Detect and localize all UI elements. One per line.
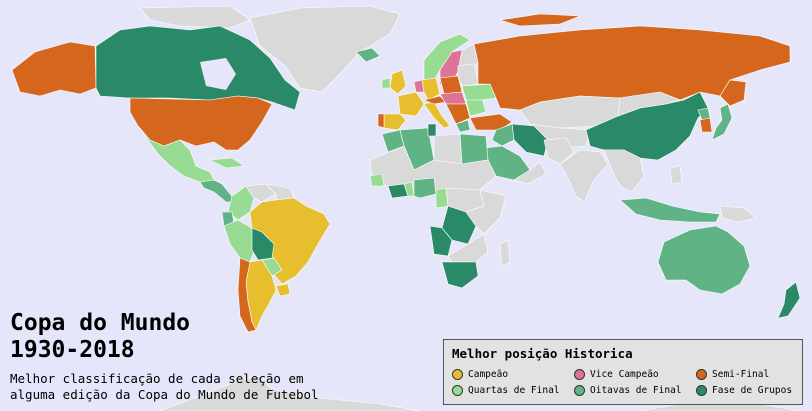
region-tunisia [427,123,437,137]
legend-swatch-vice-campeao [574,368,585,380]
region-arctic-islands-west [139,5,251,29]
region-mongolia [617,91,681,117]
region-cuba [208,157,245,169]
region-uk [389,69,407,95]
region-france [397,91,425,117]
title-line-2: 1930-2018 [10,337,135,363]
title-block: Copa do Mundo 1930-2018 [10,310,190,364]
region-hudson-bay [200,58,236,90]
region-australia [657,225,751,295]
legend: Melhor posição Historica Campeão Vice Ca… [443,339,803,405]
region-mexico [137,125,215,183]
region-south-africa [441,261,479,289]
region-baltics-belarus [457,63,479,87]
legend-item-semi-final: Semi-Final [696,367,769,381]
region-poland [439,75,463,95]
legend-label-campeao: Campeão [468,368,509,380]
legend-label-semi-final: Semi-Final [712,368,770,380]
region-egypt [459,133,489,165]
region-japan [711,103,733,141]
legend-swatch-fase-de-grupos [696,384,707,396]
legend-item-fase-de-grupos: Fase de Grupos [696,383,792,397]
subtitle-line-2: alguma edição da Copa do Mundo de Futebo… [10,387,319,402]
region-southeast-asia [603,149,645,193]
region-chile [237,257,257,333]
region-peru [223,219,257,263]
region-india [559,149,609,203]
legend-label-vice-campeao: Vice Campeão [590,368,659,380]
region-nigeria [413,177,437,199]
region-uruguay [275,283,291,297]
region-greece [455,119,471,133]
legend-swatch-oitavas-de-final [574,384,585,396]
region-venezuela [245,183,277,203]
region-ukraine [461,83,497,101]
region-iceland [355,47,381,63]
subtitle: Melhor classificação de cada seleção em … [10,371,319,403]
legend-swatch-quartas-de-final [452,384,463,396]
region-philippines [669,165,683,185]
region-libya [433,133,463,165]
legend-label-fase-de-grupos: Fase de Grupos [712,384,793,396]
region-new-guinea [719,205,757,223]
region-bolivia [251,227,275,261]
legend-title: Melhor posição Historica [452,346,633,361]
region-russia [473,25,791,111]
legend-label-oitavas-de-final: Oitavas de Final [590,384,682,396]
region-arctic-islands-east [499,13,581,27]
region-portugal [377,113,385,129]
region-madagascar [499,239,511,267]
region-pakistan-afghanistan [543,137,575,165]
legend-swatch-campeao [452,368,463,380]
region-senegal [369,173,385,187]
subtitle-line-1: Melhor classificação de cada seleção em [10,371,304,386]
legend-label-quartas-de-final: Quartas de Final [468,384,560,396]
legend-item-vice-campeao: Vice Campeão [574,367,659,381]
region-new-zealand [777,281,801,319]
legend-item-oitavas-de-final: Oitavas de Final [574,383,682,397]
region-east-africa [465,189,507,235]
region-south-korea [699,117,713,133]
region-iraq-syria [491,123,515,147]
region-greenland [249,5,401,93]
legend-item-quartas-de-final: Quartas de Final [452,383,560,397]
title-line-1: Copa do Mundo [10,310,191,336]
region-alaska [11,41,97,97]
region-ireland [381,77,391,89]
region-germany [421,77,441,101]
region-yemen-oman [513,161,547,185]
legend-swatch-semi-final [696,368,707,380]
legend-item-campeao: Campeão [452,367,508,381]
region-antarctica [159,375,421,411]
region-angola [429,225,453,257]
region-indonesia [619,197,721,223]
